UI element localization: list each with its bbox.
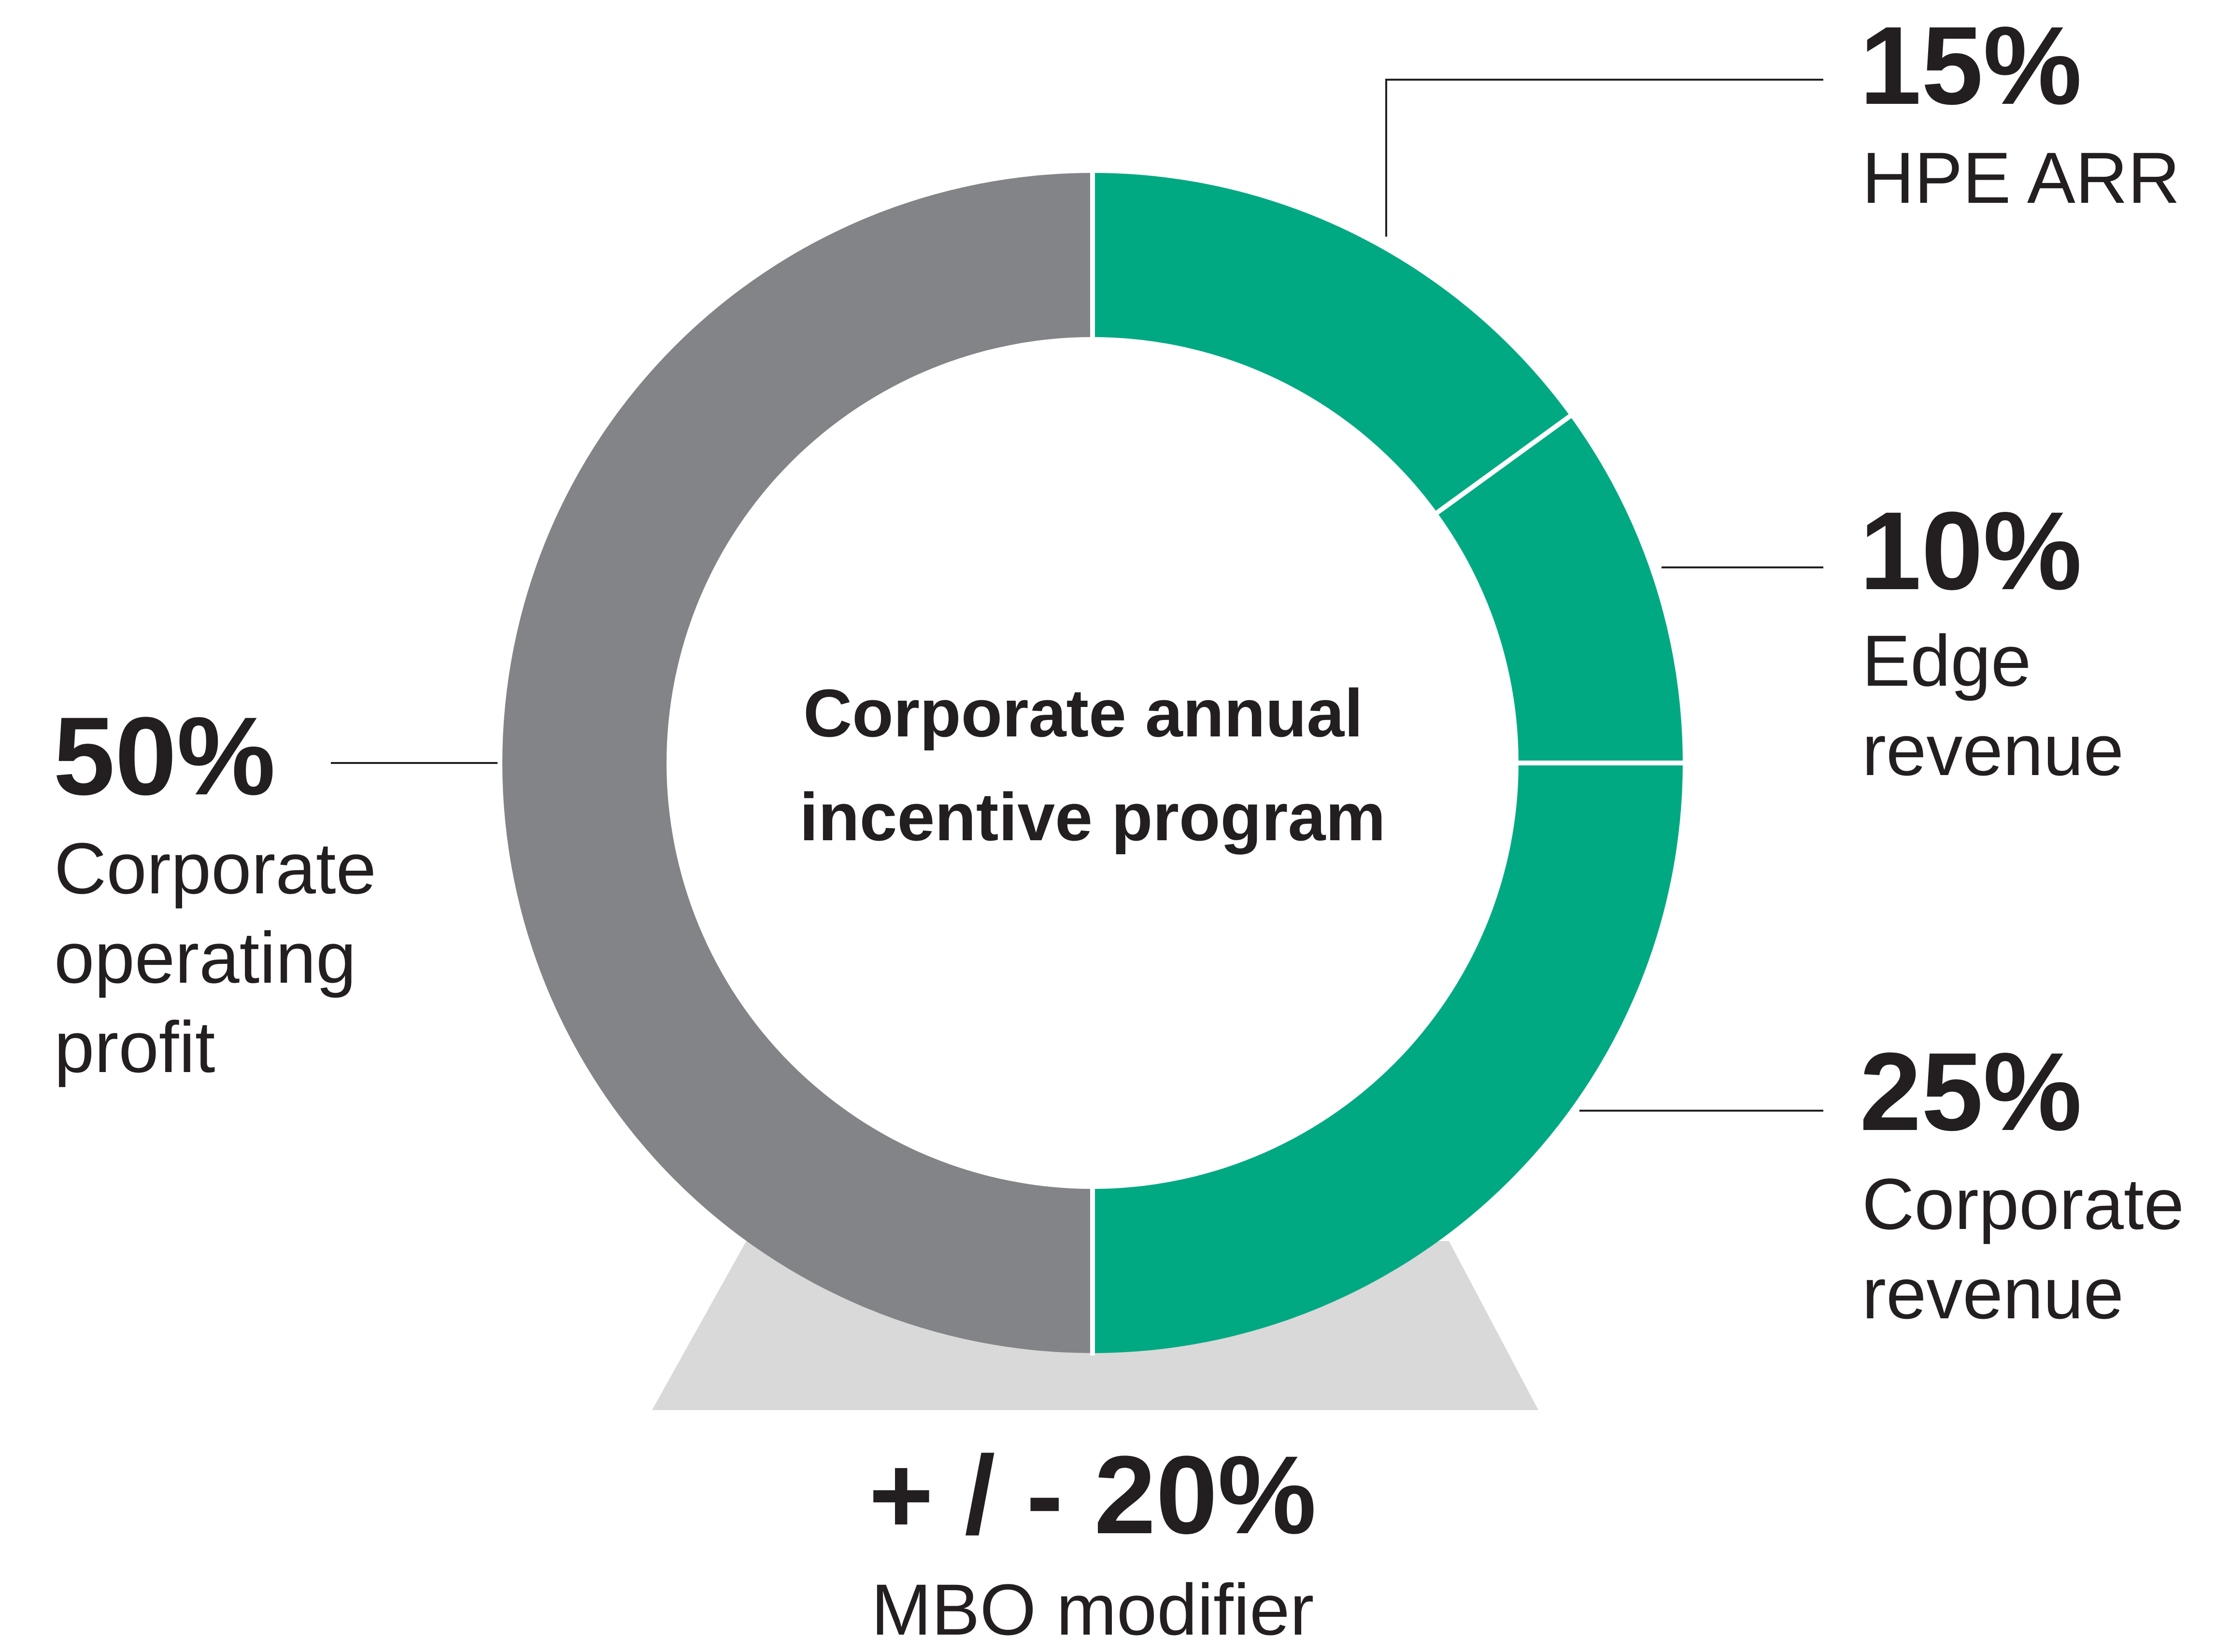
slice-label-edge-revenue: Edge revenue: [1862, 620, 2124, 791]
modifier-pct: + / - 20%: [869, 1433, 1317, 1557]
slice-edge-revenue: [1437, 416, 1683, 763]
modifier-label: MBO modifier: [871, 1569, 1314, 1650]
slice-label-hpe-arr: HPE ARR: [1862, 137, 2180, 218]
leader-line-hpe-arr: [1385, 79, 1823, 237]
separators-group: [1090, 170, 1685, 1355]
slice-label-hpe-arr-line-1: HPE ARR: [1862, 137, 2180, 218]
slice-pct-operating-profit: 50%: [53, 694, 275, 818]
slice-label-edge-revenue-line-2: revenue: [1862, 709, 2124, 791]
slice-label-corporate-revenue-line-1: Corporate: [1862, 1163, 2184, 1244]
slice-label-operating-profit: Corporate operating profit: [54, 828, 397, 1087]
slice-label-edge-revenue-line-1: Edge: [1862, 620, 2031, 701]
slice-label-corporate-revenue: Corporate revenue: [1862, 1163, 2204, 1334]
slice-label-corporate-revenue-line-2: revenue: [1862, 1253, 2124, 1334]
slice-pct-edge-revenue: 10%: [1860, 489, 2082, 613]
slice-pct-hpe-arr: 15%: [1860, 3, 2082, 127]
slice-corporate-revenue: [1093, 763, 1683, 1353]
center-title-line-2: incentive program: [799, 779, 1386, 855]
slice-hpe-arr: [1093, 173, 1570, 513]
slices-group: [502, 173, 1683, 1353]
slice-separator: [1434, 412, 1574, 516]
slice-pct-corporate-revenue: 25%: [1860, 1030, 2082, 1154]
center-title-line-1: Corporate annual: [803, 675, 1363, 751]
slice-label-operating-profit-line-3: profit: [54, 1006, 215, 1087]
center-title: Corporate annual incentive program: [799, 675, 1386, 855]
slice-label-operating-profit-line-2: operating: [54, 917, 356, 998]
slice-operating-profit: [502, 173, 1093, 1353]
slice-label-operating-profit-line-1: Corporate: [54, 828, 376, 909]
